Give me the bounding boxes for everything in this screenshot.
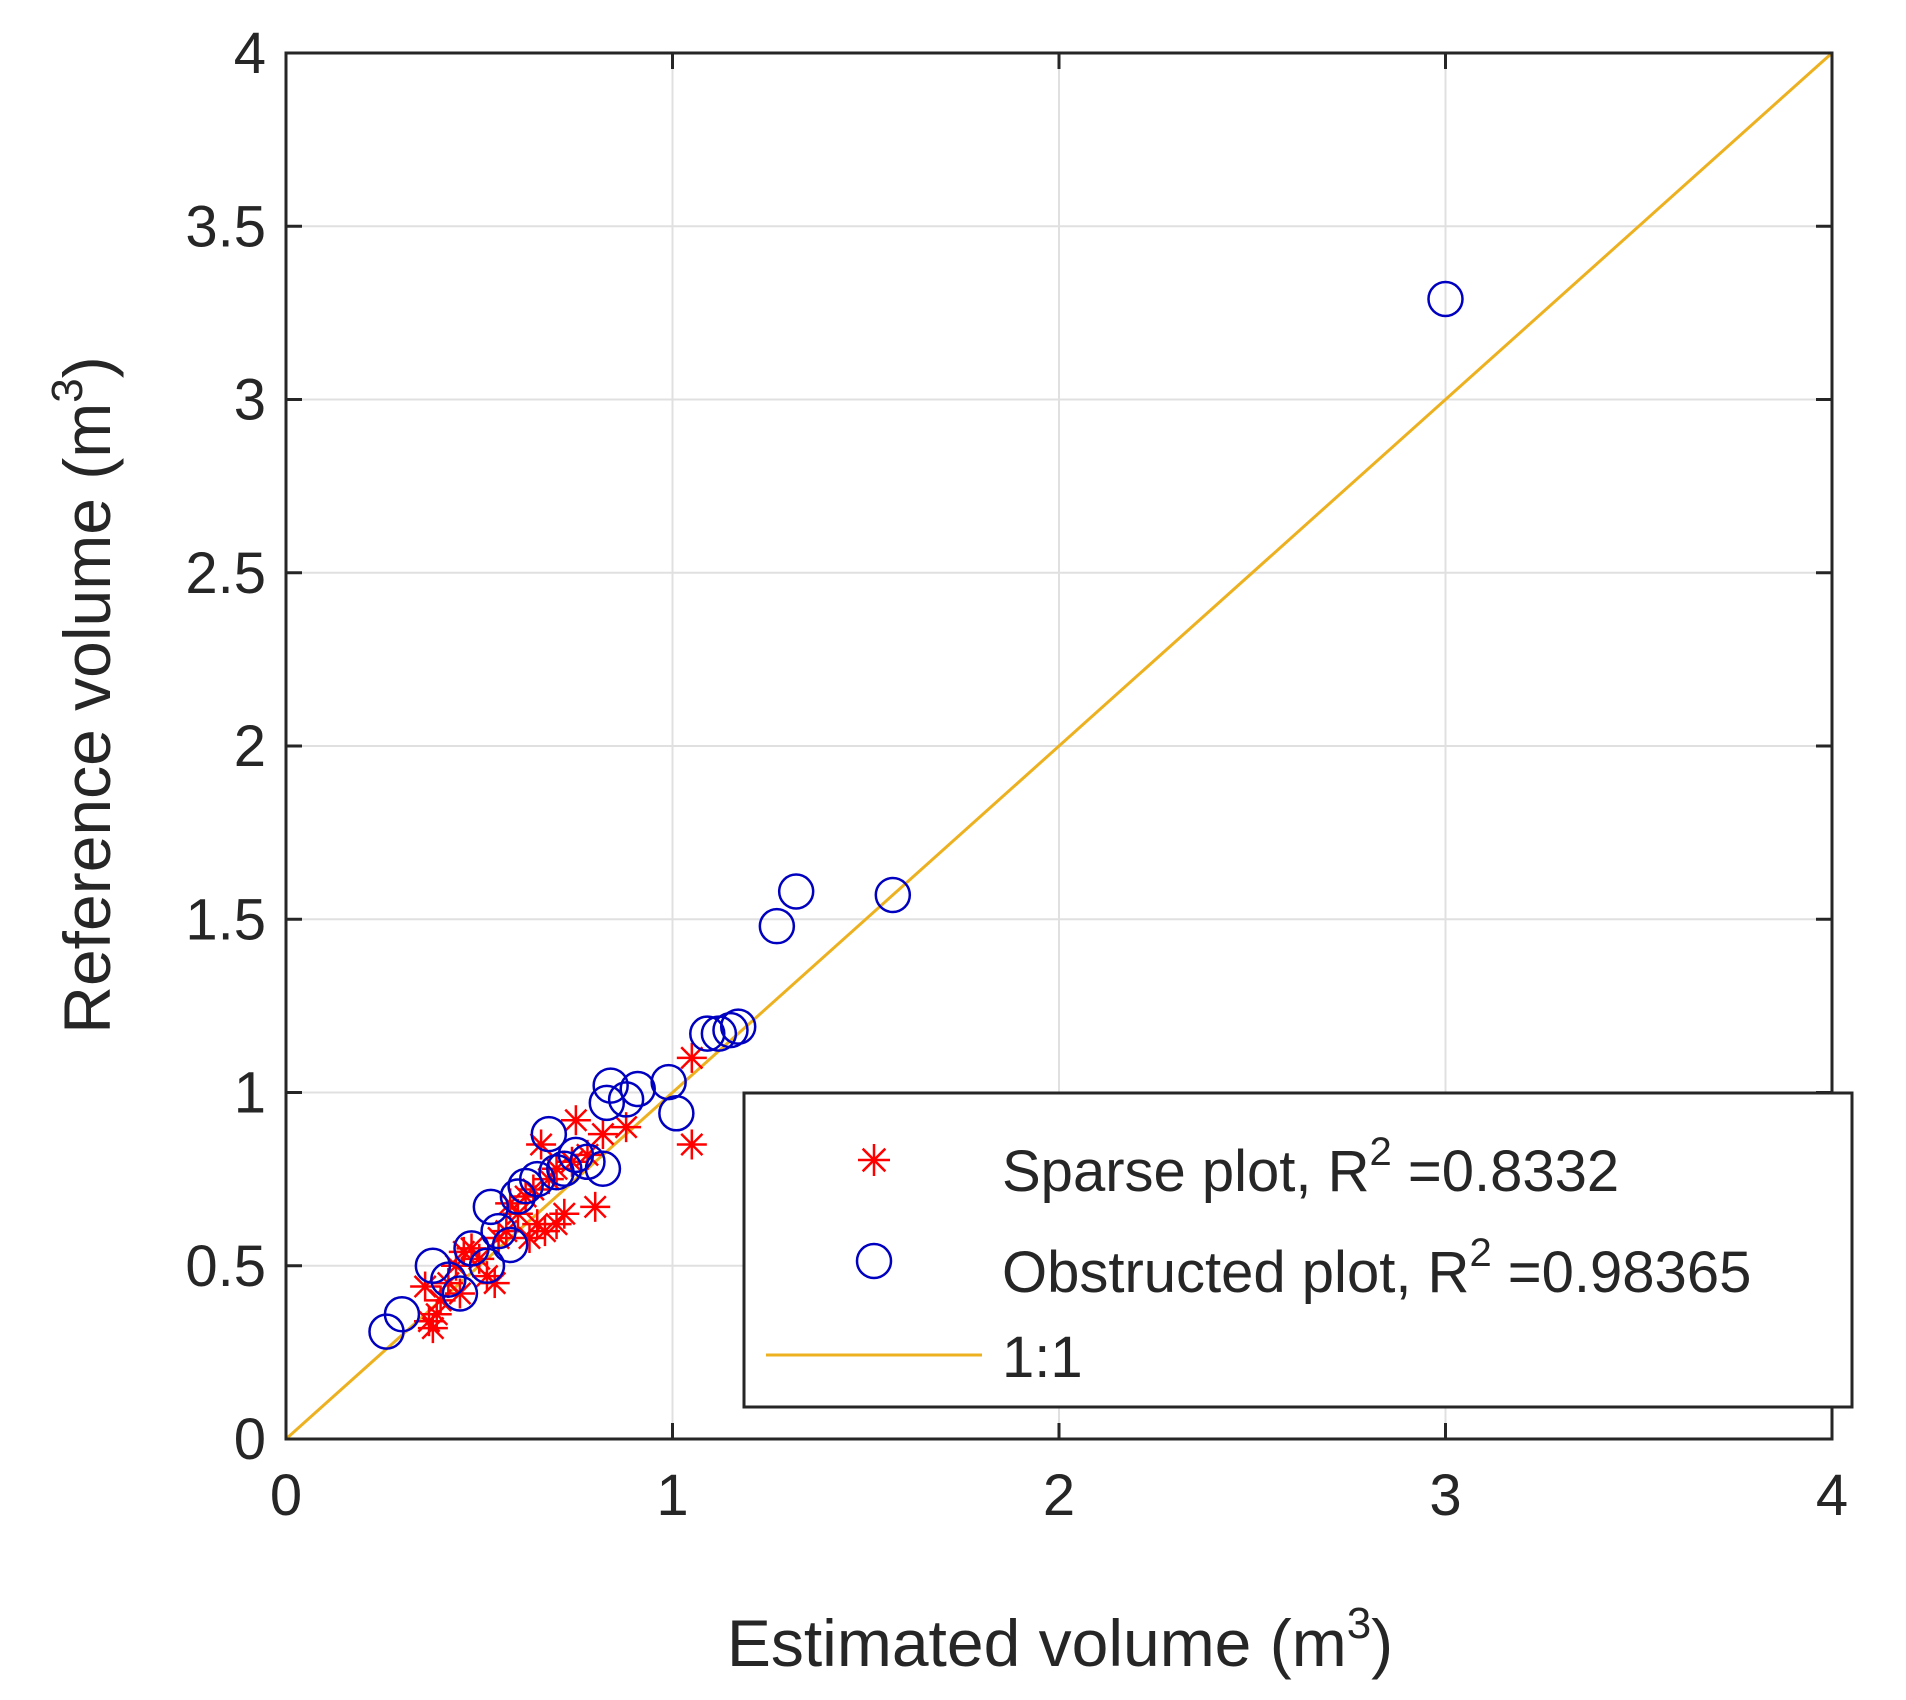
y-tick-label: 3: [234, 368, 266, 433]
obstructed-point: [658, 1095, 695, 1132]
obstructed-point: [480, 1212, 517, 1250]
obstructed-point: [430, 1261, 467, 1298]
legend-obstructed-superscript: 2: [1469, 1231, 1491, 1275]
x-axis-label-superscript: 3: [1347, 1599, 1371, 1648]
data-points: [368, 280, 1464, 1350]
legend-sparse-value: =0.8332: [1392, 1139, 1619, 1204]
x-tick-label: 1: [656, 1463, 688, 1528]
y-tick-label: 2: [234, 714, 266, 779]
x-tick-label: 4: [1816, 1463, 1848, 1528]
obstructed-point: [507, 1167, 544, 1205]
y-axis-label-text: Reference volume (m: [50, 403, 124, 1034]
x-tick-label: 2: [1043, 1463, 1075, 1528]
legend-sparse-label: Sparse plot, R2 =0.8332: [1002, 1130, 1619, 1204]
y-tick-label: 1: [234, 1061, 266, 1126]
sparse-point: [560, 1105, 591, 1136]
legend-obstructed-marker: [855, 1242, 893, 1280]
y-axis-label: Reference volume (m3): [43, 356, 124, 1033]
y-tick-label: 4: [234, 21, 266, 86]
sparse-point: [526, 1129, 557, 1160]
obstructed-point: [414, 1247, 452, 1284]
obstructed-point: [619, 1070, 656, 1108]
legend-sparse-text: Sparse plot, R: [1002, 1139, 1370, 1204]
obstructed-point: [1427, 280, 1464, 318]
obstructed-point: [607, 1081, 645, 1118]
obstructed-point: [777, 873, 815, 910]
y-tick-label: 1.5: [185, 887, 266, 952]
obstructed-point: [588, 1084, 626, 1122]
sparse-point: [676, 1129, 707, 1160]
legend-line-label: 1:1: [1002, 1325, 1083, 1390]
legend-sparse-superscript: 2: [1370, 1130, 1392, 1174]
obstructed-point: [689, 1015, 726, 1052]
y-tick-label: 0: [234, 1407, 266, 1472]
obstructed-point: [592, 1067, 629, 1104]
obstructed-point: [719, 1008, 757, 1045]
obstructed-point: [530, 1115, 568, 1153]
obstructed-point: [441, 1275, 479, 1312]
y-tick-label: 0.5: [185, 1234, 266, 1299]
sparse-point: [541, 1209, 572, 1240]
sparse-point: [514, 1223, 545, 1254]
sparse-point: [611, 1112, 642, 1143]
axis-ticks: 0 1 2 3 4 0 0.5 1 1.5 2 2.5 3 3.5 4: [185, 21, 1848, 1528]
y-tick-label: 3.5: [185, 194, 266, 259]
sparse-point: [580, 1191, 611, 1222]
one-to-one-line: [284, 51, 1834, 1441]
legend-sparse-star: [858, 1144, 890, 1176]
obstructed-point: [518, 1160, 556, 1198]
y-axis-label-superscript: 3: [43, 378, 92, 402]
obstructed-point: [712, 1011, 749, 1049]
legend-sparse-marker: [858, 1144, 890, 1176]
legend-obstructed-text: Obstructed plot, R: [1002, 1240, 1469, 1305]
legend: Sparse plot, R2 =0.8332 Obstructed plot,…: [742, 1091, 1854, 1409]
legend-obstructed-label: Obstructed plot, R2 =0.98365: [1002, 1231, 1751, 1305]
y-tick-label: 2.5: [185, 541, 266, 606]
obstructed-point: [546, 1150, 583, 1187]
sparse-point: [676, 1042, 707, 1073]
legend-obstructed-value: =0.98365: [1492, 1240, 1752, 1305]
x-axis-label: Estimated volume (m3): [727, 1599, 1393, 1680]
obstructed-point: [383, 1296, 421, 1333]
obstructed-point: [758, 907, 796, 945]
x-axis-label-text: Estimated volume (m: [727, 1606, 1347, 1680]
x-tick-label: 3: [1429, 1463, 1461, 1528]
obstructed-point: [584, 1150, 622, 1187]
obstructed-point: [874, 876, 912, 914]
obstructed-point: [472, 1188, 510, 1226]
obstructed-point: [569, 1143, 606, 1181]
x-tick-label: 0: [270, 1463, 302, 1528]
y-axis-label-end: ): [50, 356, 124, 378]
obstructed-point: [468, 1247, 506, 1284]
obstructed-point: [491, 1226, 529, 1264]
x-axis-label-end: ): [1371, 1606, 1393, 1680]
sparse-point: [587, 1119, 618, 1150]
